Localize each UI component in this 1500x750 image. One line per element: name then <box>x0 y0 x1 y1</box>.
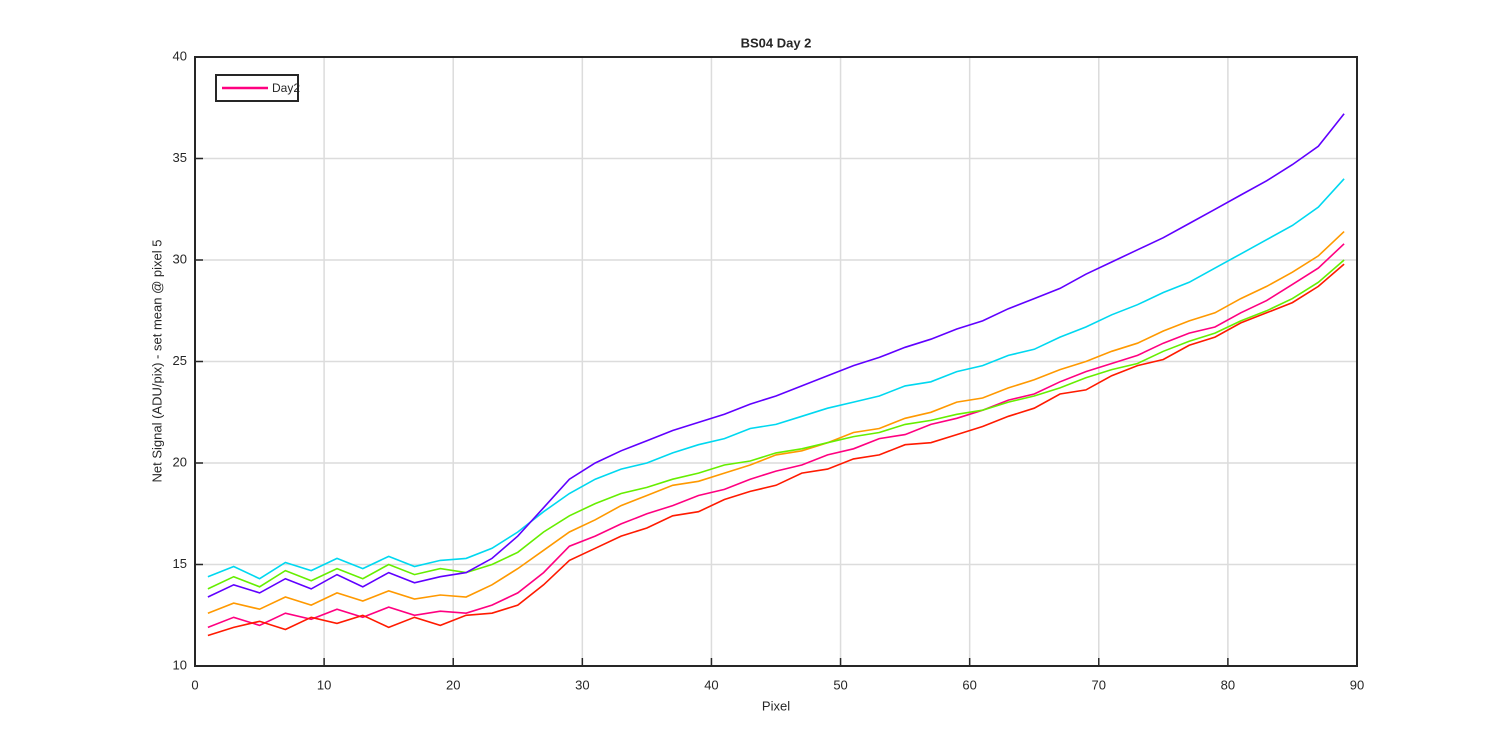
y-axis-label: Net Signal (ADU/pix) - set mean @ pixel … <box>149 240 164 483</box>
x-tick-label: 70 <box>1092 677 1106 692</box>
legend-label: Day2 <box>272 81 300 95</box>
series-line <box>207 113 1345 598</box>
x-tick-label: 10 <box>317 677 331 692</box>
chart-title: BS04 Day 2 <box>741 35 812 50</box>
x-tick-label: 60 <box>962 677 976 692</box>
x-tick-label: 0 <box>191 677 198 692</box>
x-tick-label: 20 <box>446 677 460 692</box>
y-tick-label: 10 <box>173 657 187 672</box>
y-tick-label: 25 <box>173 353 187 368</box>
series-line <box>207 178 1345 580</box>
x-tick-label: 50 <box>833 677 847 692</box>
series-line <box>207 263 1345 637</box>
series-line <box>207 259 1345 590</box>
axes-box <box>194 56 1358 667</box>
y-tick-label: 35 <box>173 150 187 165</box>
y-tick-label: 15 <box>173 556 187 571</box>
x-tick-label: 30 <box>575 677 589 692</box>
y-tick-label: 30 <box>173 251 187 266</box>
x-axis-label: Pixel <box>762 698 790 713</box>
y-tick-label: 20 <box>173 454 187 469</box>
x-tick-label: 80 <box>1221 677 1235 692</box>
series-line <box>207 243 1345 629</box>
series-line <box>207 231 1345 614</box>
x-tick-label: 40 <box>704 677 718 692</box>
x-tick-label: 90 <box>1350 677 1364 692</box>
y-tick-label: 40 <box>173 48 187 63</box>
